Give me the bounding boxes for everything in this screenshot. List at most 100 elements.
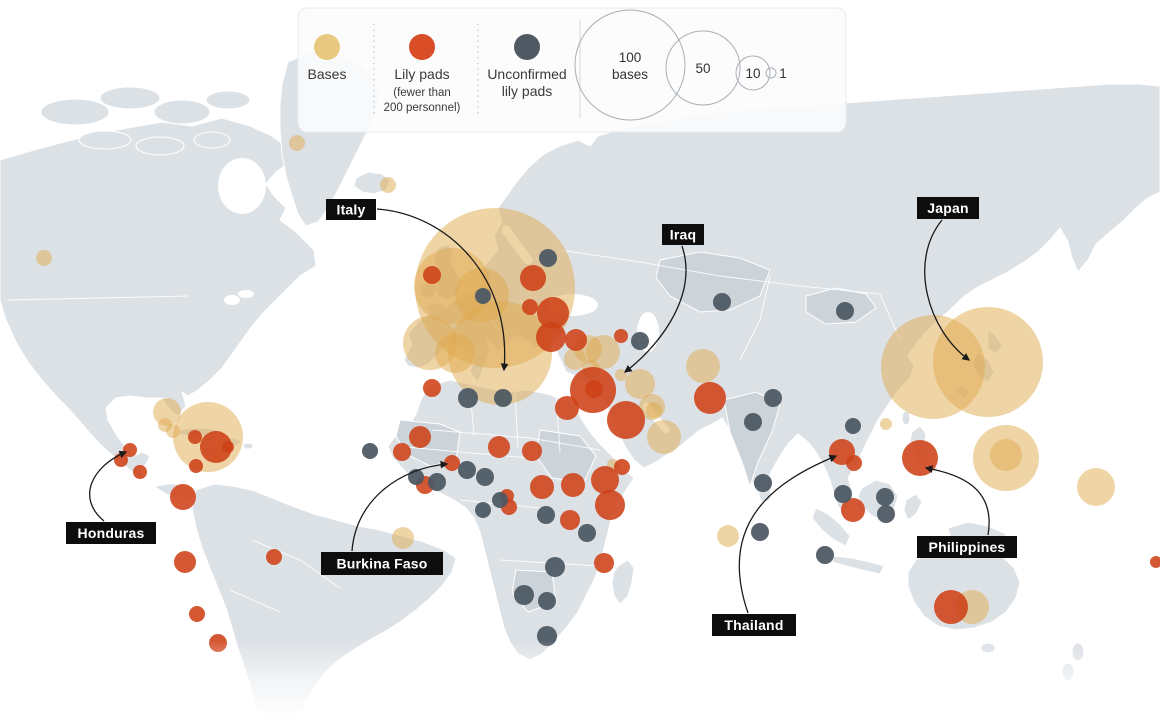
base-marker	[625, 369, 655, 399]
unconfirmed-marker	[494, 389, 512, 407]
base-marker	[717, 525, 739, 547]
legend-background	[297, 7, 847, 133]
base-marker	[586, 335, 620, 369]
leader-line	[924, 219, 971, 361]
scale-circle-10	[735, 55, 771, 91]
lily-pads-label: Lily pads	[394, 66, 449, 82]
lily-pad-marker	[189, 459, 203, 473]
lily-pad-marker	[530, 475, 554, 499]
lily-pad-marker	[537, 297, 569, 329]
base-marker	[686, 349, 720, 383]
puerto-rico	[242, 442, 254, 450]
unconfirmed-marker	[475, 502, 491, 518]
callout-box	[321, 552, 443, 575]
north-america	[0, 117, 317, 501]
lily-pad-marker	[614, 459, 630, 475]
base-marker	[289, 135, 305, 151]
unconfirmed-marker	[877, 505, 895, 523]
base-marker	[1077, 468, 1115, 506]
lily-pad-marker	[1150, 556, 1160, 568]
lily-pad-marker	[174, 551, 196, 573]
lily-pad-marker	[170, 484, 196, 510]
leader-line	[376, 208, 509, 372]
india-shade	[723, 391, 781, 488]
lily-pad-marker	[846, 455, 862, 471]
base-marker	[615, 369, 627, 381]
callout-box	[66, 522, 156, 544]
lily-pad-marker	[561, 473, 585, 497]
lily-pad-marker	[595, 490, 625, 520]
unconfirmed-marker	[539, 249, 557, 267]
unconfirmed-marker	[836, 302, 854, 320]
base-marker	[392, 527, 414, 549]
scale-label-100: 100	[619, 50, 642, 65]
size-scale: 100 bases 50 10 1	[574, 9, 787, 121]
unconfirmed-marker	[631, 332, 649, 350]
lily-pad-marker	[607, 401, 645, 439]
sumatra	[811, 507, 851, 547]
base-marker	[880, 418, 892, 430]
bottom-fade	[0, 600, 1160, 715]
callout-box	[917, 536, 1017, 558]
callout-label: Philippines	[929, 539, 1006, 555]
lily-pad-marker	[114, 453, 128, 467]
lily-pad-marker	[555, 396, 579, 420]
unconfirmed-marker	[458, 388, 478, 408]
callout-label: Iraq	[670, 227, 696, 243]
callout-label: Thailand	[724, 617, 783, 633]
arctic-island	[135, 136, 185, 156]
lily-pads-sublabel-1: (fewer than	[393, 87, 451, 99]
hudson-bay	[218, 158, 266, 214]
unconfirmed-marker	[751, 523, 769, 541]
unconfirmed-marker	[476, 468, 494, 486]
arctic-island	[153, 99, 211, 125]
lily-pad-marker	[133, 465, 147, 479]
unconfirmed-marker	[834, 485, 852, 503]
unconfirmed-marker	[764, 389, 782, 407]
lily-pad-marker	[522, 299, 538, 315]
great-lake	[238, 290, 254, 298]
base-marker	[435, 333, 475, 373]
scale-label-10: 10	[745, 66, 760, 81]
arctic-island	[205, 90, 251, 110]
kazakhstan-shade	[655, 251, 771, 313]
leader-line	[89, 450, 128, 522]
lily-pad-marker	[536, 322, 566, 352]
base-marker	[990, 439, 1022, 471]
arctic-island	[40, 98, 110, 126]
lily-pad-marker	[188, 430, 202, 444]
unconfirmed-marker	[475, 288, 491, 304]
great-lake	[224, 295, 240, 305]
unconfirmed-marker	[362, 443, 378, 459]
scale-label-1: 1	[779, 66, 787, 81]
unconfirmed-marker	[492, 492, 508, 508]
java	[831, 555, 885, 575]
unconfirmed-marker	[744, 413, 762, 431]
unconfirmed-marker	[578, 524, 596, 542]
lily-pad-marker	[694, 382, 726, 414]
scale-circle-1	[765, 67, 777, 79]
country-callouts: Italy Iraq Japan Honduras Burkina Faso Thaila…	[66, 197, 1017, 636]
callout-label: Japan	[927, 200, 968, 216]
base-marker	[153, 398, 181, 426]
base-marker	[647, 420, 681, 454]
sulawesi	[903, 493, 923, 521]
callout-label: Honduras	[78, 525, 145, 541]
lily-pad-marker	[591, 466, 619, 494]
leader-line	[351, 460, 449, 552]
lily-pad-marker	[614, 329, 628, 343]
bases-label: Bases	[308, 66, 347, 82]
lily-pads-sublabel-2: 200 personnel)	[384, 102, 461, 114]
lily-pad-marker	[902, 440, 938, 476]
lily-pad-marker	[585, 380, 603, 398]
madagascar	[611, 559, 635, 605]
lily-pad-marker	[423, 266, 441, 284]
lily-pad-marker	[565, 329, 587, 351]
taiwan	[901, 410, 911, 426]
callout-label: Italy	[336, 202, 365, 218]
lily-pad-marker	[393, 443, 411, 461]
base-marker	[933, 307, 1043, 417]
unconfirmed-marker	[713, 293, 731, 311]
bases-swatch-icon	[314, 34, 340, 60]
